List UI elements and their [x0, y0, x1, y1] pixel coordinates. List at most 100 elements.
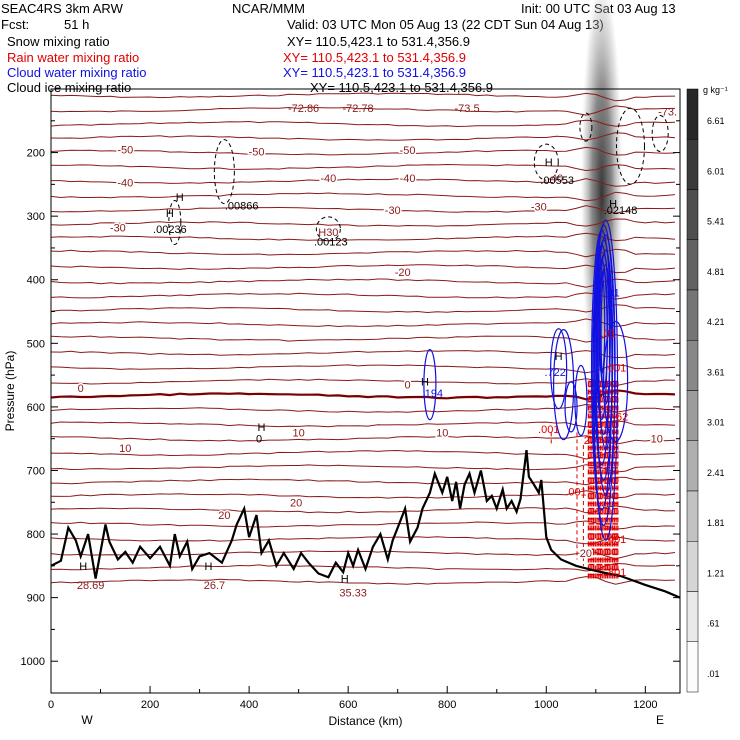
contour-annotation: .62 — [613, 411, 628, 423]
y-tick-label: 300 — [27, 211, 45, 223]
isotherm — [50, 304, 676, 314]
contour-annotation: .001 — [565, 486, 586, 498]
isotherm — [50, 505, 676, 514]
field-snow-name: Snow mixing ratio — [7, 34, 110, 49]
x-tick-label: 400 — [240, 699, 258, 711]
contour-annotation: H — [555, 351, 563, 363]
contour-annotation: 2. — [584, 435, 593, 447]
temperature-label: 10 — [119, 443, 131, 455]
colorbar-label: 4.21 — [707, 317, 725, 327]
isotherm — [50, 550, 676, 560]
contour-annotation: H — [166, 208, 174, 220]
colorbar-segment — [686, 340, 699, 391]
contour-annotation: H — [609, 198, 617, 210]
colorbar-segment — [686, 440, 699, 492]
x-tick-label: 600 — [339, 699, 357, 711]
contour-annotation: H — [79, 561, 87, 573]
colorbar-segment — [686, 541, 699, 592]
cloud-water-contour — [564, 381, 578, 433]
isotherm — [50, 350, 676, 359]
temperature-label: 10 — [436, 427, 448, 439]
isotherm — [50, 318, 676, 328]
terrain-line — [50, 449, 681, 599]
isotherm — [50, 520, 676, 530]
isotherm — [50, 218, 676, 227]
colorbar-label: 1.81 — [707, 518, 725, 528]
contour-annotation: .722 — [544, 367, 565, 379]
forecast-label: Fcst: — [1, 17, 30, 32]
isotherm — [50, 389, 676, 401]
x-tick-label: 200 — [141, 699, 159, 711]
contour-annotation: .01 — [601, 328, 616, 340]
isotherm — [50, 464, 676, 473]
contour-annotation: H — [176, 192, 184, 204]
field-rain-xy: XY= 110.5,423.1 to 531.4,356.9 — [283, 50, 466, 65]
isotherm — [50, 163, 676, 172]
isotherm — [50, 264, 676, 274]
contour-annotation: 35.33 — [339, 588, 367, 600]
temperature-label: 0 — [78, 383, 84, 395]
snow-contour — [168, 200, 182, 246]
header: SEAC4RS 3km ARW NCAR/MMM Init: 00 UTC Sa… — [0, 0, 740, 100]
temperature-label: 0 — [405, 380, 411, 392]
y-axis-label: Pressure (hPa) — [3, 351, 17, 432]
colorbar-label: .01 — [707, 669, 720, 679]
contour-annotation: .00866 — [225, 200, 259, 212]
snow-contour — [615, 107, 645, 185]
colorbar-segment — [686, 189, 699, 240]
cloud-water-contour — [592, 224, 616, 526]
field-cloud-ice-xy: XY= 110.5,423.1 to 531.4,356.9 — [310, 80, 493, 95]
cloud-water-contour — [574, 364, 588, 437]
colorbar-label: 4.81 — [707, 267, 725, 277]
isotherm — [50, 278, 676, 288]
east-label: E — [656, 713, 664, 727]
x-tick-label: 800 — [438, 699, 456, 711]
isotherm — [50, 334, 676, 343]
temperature-label: -30 — [110, 223, 126, 235]
temperature-label: 10 — [651, 434, 663, 446]
temperature-label: -20 — [395, 267, 411, 279]
temperature-label: -40 — [547, 173, 563, 185]
contour-annotation: .00123 — [314, 237, 348, 249]
cloud-water-contour — [550, 328, 568, 410]
snow-contour — [533, 143, 559, 181]
colorbar-segment — [686, 591, 699, 642]
isotherm — [50, 132, 676, 141]
contour-annotation: .001 — [538, 424, 559, 436]
contour-annotation: 28.69 — [77, 580, 105, 592]
field-snow-xy: XY= 110.5,423.1 to 531.4,356.9 — [287, 34, 470, 49]
isotherm — [50, 232, 676, 242]
colorbar-unit: g kg⁻¹ — [703, 85, 728, 95]
isotherm — [51, 178, 676, 187]
snow-contour — [579, 112, 593, 142]
isotherm — [50, 536, 676, 545]
field-cloud-water-xy: XY= 110.5,423.1 to 531.4,356.9 — [283, 65, 466, 80]
y-tick-label: 400 — [27, 275, 45, 287]
contour-annotation: -72.86 — [288, 103, 319, 115]
cloud-water-contour — [593, 219, 619, 541]
contour-annotation: -73. — [658, 106, 677, 118]
colorbar-segment — [686, 239, 699, 291]
isotherm — [50, 146, 676, 156]
contour-annotation: .00553 — [540, 175, 574, 187]
colorbar-label: 6.01 — [707, 166, 725, 176]
cloud-water-contour — [423, 349, 437, 421]
x-tick-label: 1000 — [534, 699, 558, 711]
isotherm — [50, 191, 676, 202]
colorbar-label: 1.21 — [707, 568, 725, 578]
isotherm — [50, 476, 676, 486]
contour-annotation: -73.5 — [454, 103, 479, 115]
colorbar-segment — [686, 289, 699, 341]
temperature-label: -40 — [117, 177, 133, 189]
colorbar-label: 3.01 — [707, 418, 725, 428]
contour-annotation: H — [341, 574, 349, 586]
x-tick-label: 1200 — [633, 699, 657, 711]
temperature-label: 20 — [580, 548, 592, 560]
contour-annotation: H — [545, 157, 553, 169]
temperature-label: -30 — [531, 202, 547, 214]
contour-annotation: .00236 — [153, 224, 187, 236]
temperature-label: 20 — [290, 497, 302, 509]
isotherm — [50, 248, 676, 258]
x-tick-label: 0 — [48, 699, 54, 711]
